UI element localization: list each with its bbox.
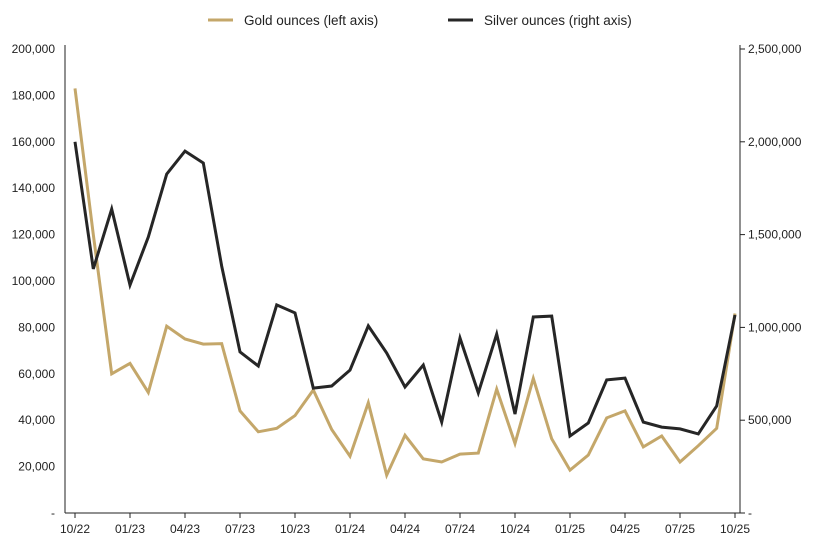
x-tick-label: 01/23 [115, 522, 145, 536]
axes: 10/22 01/23 04/23 07/23 10/23 01/24 04/24 07/24… [12, 42, 802, 536]
right-tick-label: 1,500,000 [748, 228, 802, 242]
left-tick-label: 180,000 [12, 88, 56, 102]
x-tick-label: 01/25 [555, 522, 585, 536]
x-tick-label: 04/25 [610, 522, 640, 536]
x-tick-label: 10/24 [500, 522, 530, 536]
series-lines [73, 88, 737, 480]
gold-legend-label: Gold ounces (left axis) [244, 13, 378, 28]
right-tick-label: 2,500,000 [748, 42, 802, 56]
x-tick-label: 10/22 [60, 522, 90, 536]
x-tick-label: 07/23 [225, 522, 255, 536]
x-tick-label: 04/23 [170, 522, 200, 536]
x-tick-label: 10/23 [280, 522, 310, 536]
gold-series-line [73, 88, 737, 480]
left-tick-label: 200,000 [12, 42, 56, 56]
silver-series-line [73, 141, 737, 439]
left-tick-label: 140,000 [12, 181, 56, 195]
x-tick-label: 01/24 [335, 522, 365, 536]
legend: Gold ounces (left axis) Silver ounces (ri… [208, 13, 632, 28]
left-tick-label: 120,000 [12, 228, 56, 242]
silver-legend-label: Silver ounces (right axis) [484, 13, 632, 28]
left-tick-label: 20,000 [18, 460, 55, 474]
left-tick-label: 100,000 [12, 274, 56, 288]
x-tick-label: 10/25 [720, 522, 750, 536]
x-tick-label: 07/24 [445, 522, 475, 536]
left-tick-label: 160,000 [12, 135, 56, 149]
right-tick-label: 1,000,000 [748, 320, 802, 334]
left-tick-label: 60,000 [18, 367, 55, 381]
x-tick-label: 04/24 [390, 522, 420, 536]
left-tick-label: 80,000 [18, 320, 55, 334]
left-tick-label: - [51, 506, 55, 520]
x-tick-label: 07/25 [665, 522, 695, 536]
right-tick-label: 500,000 [748, 413, 792, 427]
right-tick-label: 2,000,000 [748, 135, 802, 149]
right-tick-label: - [748, 506, 752, 520]
left-tick-label: 40,000 [18, 413, 55, 427]
